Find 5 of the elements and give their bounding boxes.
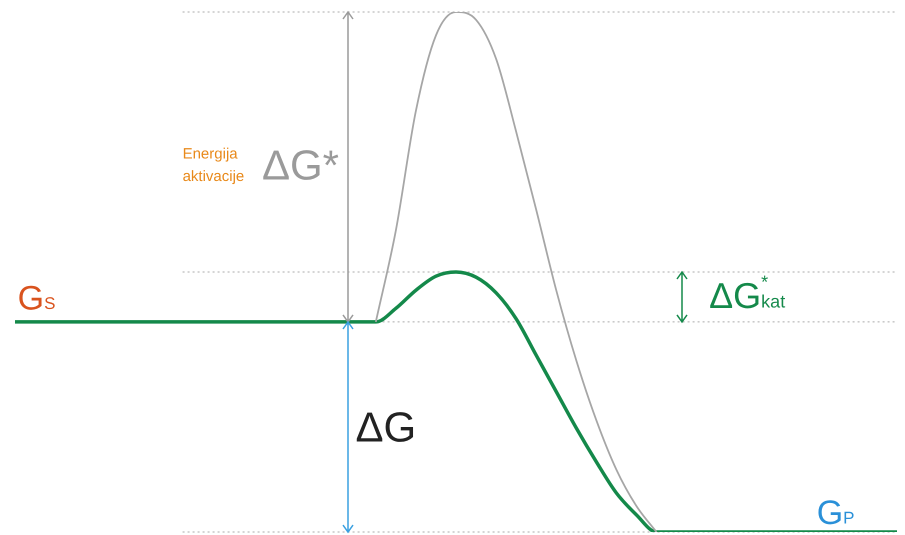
annotation: Energija aktivacije — [182, 145, 244, 185]
annotation: GP — [816, 494, 855, 532]
annotation: GS — [18, 279, 56, 318]
annotation: ΔG — [355, 404, 416, 451]
annotation: ΔG* — [262, 142, 340, 189]
